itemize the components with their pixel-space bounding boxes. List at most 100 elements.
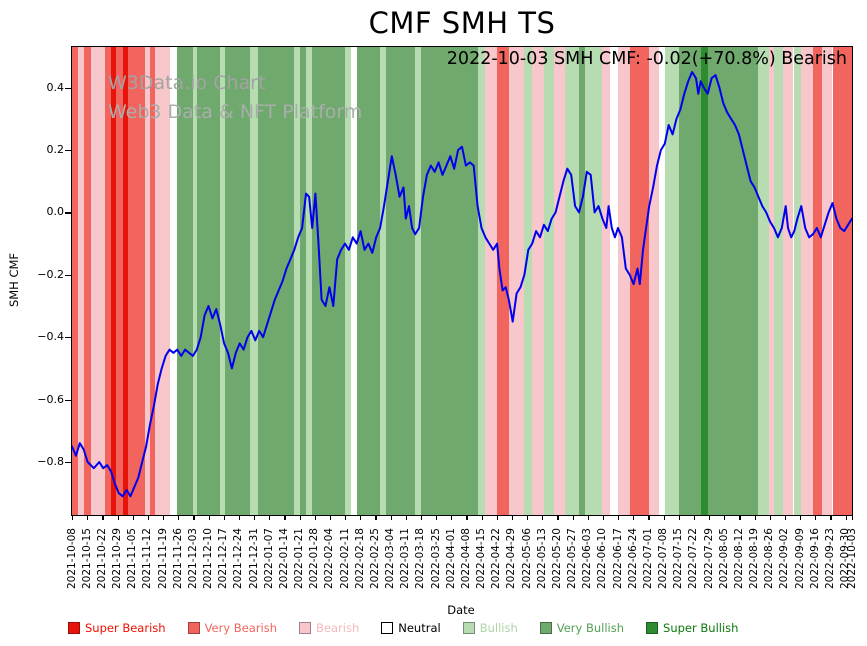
x-tick-label: 2021-11-05 (126, 528, 139, 590)
x-tick-label: 2022-04-29 (505, 528, 518, 590)
x-tick-mark (147, 516, 150, 520)
y-tick-label: 0.2 (46, 142, 65, 156)
x-tick-label: 2022-09-09 (793, 528, 806, 590)
x-tick-label: 2022-09-02 (778, 528, 791, 590)
sentiment-band-bearish (485, 47, 498, 515)
x-tick-mark (451, 516, 453, 520)
x-tick-mark (754, 516, 756, 520)
x-tick-mark (193, 516, 195, 520)
sentiment-band-bearish (783, 47, 794, 515)
x-tick-label: 2022-02-04 (323, 528, 336, 590)
x-tick-mark (360, 516, 362, 520)
x-tick-mark (329, 516, 332, 520)
legend-swatch-neutral (381, 622, 394, 634)
x-tick-mark (739, 516, 741, 520)
x-tick-mark (693, 516, 696, 520)
x-tick-mark (314, 516, 316, 520)
x-tick-label: 2022-04-22 (490, 528, 503, 590)
x-tick-mark (663, 516, 665, 520)
sentiment-band-neutral (351, 47, 357, 515)
sentiment-band-super_bearish (123, 47, 129, 515)
x-tick-mark (678, 516, 680, 520)
y-tick-label: 0.4 (46, 80, 65, 94)
x-tick-mark (284, 516, 286, 520)
x-tick-label: 2021-12-24 (232, 528, 245, 590)
sentiment-band-bearish (822, 47, 833, 515)
x-tick-label: 2022-08-26 (763, 528, 776, 590)
x-tick-label: 2022-10-03 (845, 528, 858, 590)
sentiment-band-bearish (78, 47, 85, 515)
sentiment-band-bearish (145, 47, 150, 515)
x-tick-label: 2022-09-16 (808, 528, 821, 590)
x-tick-label: 2021-12-17 (217, 528, 230, 590)
x-tick-mark (845, 516, 847, 520)
x-tick-mark (557, 516, 559, 520)
x-tick-label: 2022-02-18 (353, 528, 366, 590)
latest-value-annotation: 2022-10-03 SMH CMF: -0.02(+70.8%) Bearis… (446, 49, 847, 69)
sentiment-band-very_bullish (299, 47, 306, 515)
x-tick-label: 2021-10-22 (95, 528, 108, 590)
x-tick-label: 2022-08-05 (717, 528, 730, 590)
chart-title: CMF SMH TS (368, 6, 556, 40)
x-tick-mark (299, 516, 301, 520)
sentiment-band-very_bearish (497, 47, 509, 515)
x-tick-mark (345, 516, 347, 520)
sentiment-band-bullish (664, 47, 679, 515)
sentiment-band-neutral (170, 47, 178, 515)
x-tick-mark (420, 516, 423, 520)
x-tick-label: 2021-10-29 (111, 528, 123, 590)
legend-item-neutral: Neutral (381, 621, 441, 635)
sentiment-band-very_bearish (150, 47, 155, 515)
sentiment-band-bullish (543, 47, 555, 515)
legend-swatch-bullish (462, 622, 475, 634)
x-tick-mark (132, 516, 134, 520)
x-tick-label: 2022-05-27 (566, 528, 578, 590)
x-tick-mark (72, 516, 74, 520)
x-tick-label: 2021-11-26 (171, 528, 184, 590)
x-tick-mark (572, 516, 574, 520)
sentiment-band-bearish (90, 47, 105, 515)
x-tick-label: 2022-03-25 (429, 528, 442, 590)
x-tick-mark (800, 516, 802, 520)
x-tick-mark (178, 516, 180, 520)
sentiment-band-super_bullish (700, 47, 709, 515)
sentiment-band-bearish (801, 47, 813, 515)
y-tick-label: −0.4 (37, 330, 64, 344)
x-tick-label: 2021-12-31 (247, 528, 260, 590)
legend-label-bullish: Bullish (479, 621, 518, 635)
x-tick-mark (436, 516, 438, 520)
sentiment-band-bullish (524, 47, 533, 515)
sentiment-band-very_bullish (678, 47, 701, 515)
plot-area: W3Data.io Chart Web3 Data & NFT Platform… (71, 46, 853, 516)
sentiment-band-bullish (380, 47, 386, 515)
x-tick-mark (852, 516, 854, 520)
sentiment-band-bullish (758, 47, 769, 515)
sentiment-band-very_bearish (84, 47, 91, 515)
x-tick-label: 2022-07-08 (657, 528, 669, 590)
sentiment-band-bearish (602, 47, 611, 515)
legend-label-bearish: Bearish (316, 621, 360, 635)
sentiment-band-neutral (610, 47, 618, 515)
y-tick-label: −0.8 (37, 454, 64, 468)
sentiment-band-bearish (618, 47, 630, 515)
x-tick-label: 2021-12-03 (186, 528, 199, 590)
legend-item-very-bearish: Very Bearish (187, 621, 277, 635)
sentiment-band-very_bearish (72, 47, 79, 515)
sentiment-band-neutral (658, 47, 665, 515)
x-tick-mark (784, 516, 787, 520)
legend-swatch-super-bearish (68, 622, 80, 634)
x-tick-label: 2021-12-10 (202, 528, 214, 590)
sentiment-band-bullish (192, 47, 197, 515)
x-tick-mark (390, 516, 392, 520)
legend: Super Bearish Very Bearish Bearish Neutral B… (68, 621, 738, 635)
x-tick-mark (254, 516, 256, 520)
x-axis-label: Date (447, 603, 475, 617)
x-tick-label: 2022-08-12 (732, 528, 745, 590)
x-tick-mark (618, 516, 620, 520)
sentiment-band-bullish (220, 47, 225, 515)
x-tick-label: 2022-01-07 (262, 528, 275, 590)
x-tick-label: 2022-06-03 (581, 528, 594, 590)
x-tick-mark (269, 516, 271, 520)
sentiment-band-very_bullish (196, 47, 221, 515)
